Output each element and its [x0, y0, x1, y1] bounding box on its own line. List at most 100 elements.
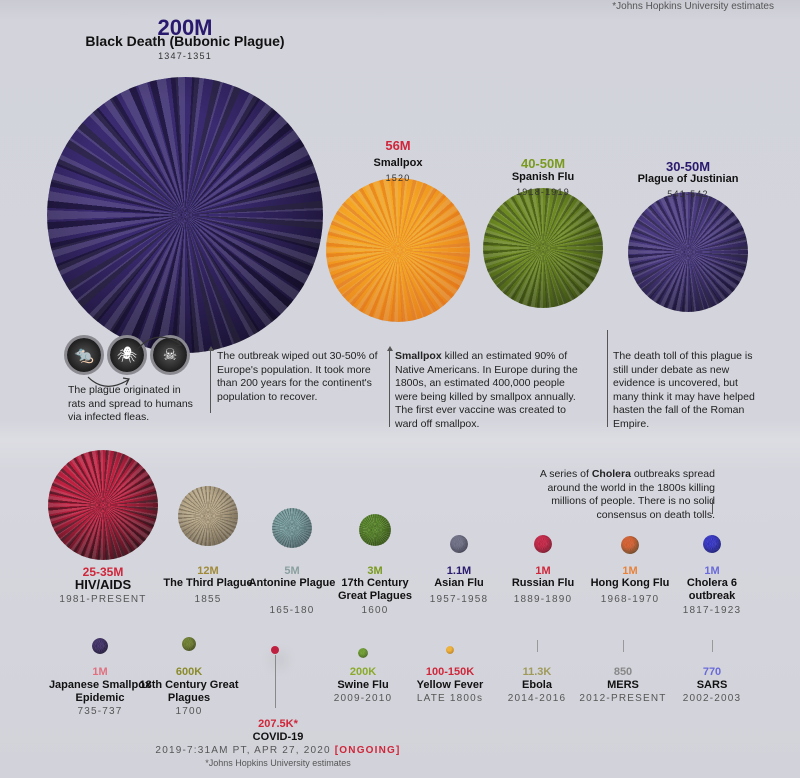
value: 3M: [367, 565, 383, 577]
name: Plague of Justinian: [637, 173, 739, 185]
value: 1M: [92, 666, 108, 678]
years: 2014-2016: [507, 693, 567, 704]
rat-icon: 🐀: [67, 338, 101, 372]
note-black-death: The outbreak wiped out 30-50% of Europe'…: [217, 350, 378, 403]
value: 600K: [175, 666, 203, 678]
value: 11.3K: [522, 666, 552, 678]
note-smallpox: Smallpox killed an estimated 90% of Nati…: [395, 350, 580, 431]
name: Hong Kong Flu: [590, 577, 670, 589]
arrow-up-icon: [207, 346, 214, 351]
bubble: [446, 646, 454, 654]
tick-line: [712, 640, 713, 652]
name: Russian Flu: [511, 577, 575, 589]
years: 1855: [194, 594, 222, 605]
bubble-spikes: [359, 514, 391, 546]
bubble: [92, 638, 108, 654]
name: Japanese Smallpox Epidemic: [48, 679, 152, 704]
value: 5M: [284, 565, 300, 577]
name: The Third Plague: [163, 577, 253, 589]
tick-line: [537, 640, 538, 652]
name: Ebola: [522, 679, 552, 691]
value: 850: [613, 666, 633, 678]
years: 735-737: [77, 706, 123, 717]
value: 30-50M: [665, 159, 711, 174]
covid-line: [275, 655, 276, 708]
bubble: [450, 535, 468, 553]
covid-bubble: [271, 646, 279, 654]
name: Yellow Fever: [416, 679, 484, 691]
name: 18th Century Great Plagues: [139, 679, 239, 704]
value: 1.1M: [446, 565, 472, 577]
tick-line: [623, 640, 624, 652]
name: Black Death (Bubonic Plague): [85, 33, 285, 49]
footnote-bottom: *Johns Hopkins University estimates: [205, 758, 351, 768]
value: 200K: [349, 666, 377, 678]
bubble-spikes: [48, 450, 158, 560]
bubble-major-spikes: [326, 178, 470, 322]
years: 1918-1919: [516, 187, 570, 197]
note-justinian: The death toll of this plague is still u…: [613, 350, 755, 430]
years: 1889-1890: [513, 594, 573, 605]
divider: [389, 350, 390, 427]
note-black-death-origin: The plague originated in rats and spread…: [68, 384, 193, 423]
years: 1520: [385, 173, 411, 183]
years: 2009-2010: [333, 693, 393, 704]
years: 541-542: [667, 189, 709, 199]
divider: [712, 500, 713, 514]
years: 1968-1970: [600, 594, 660, 605]
skull-icon: ☠: [153, 338, 187, 372]
divider: [210, 350, 211, 413]
bubble-major-spikes: [628, 192, 748, 312]
years: 1817-1923: [682, 605, 742, 616]
covid-name: COVID-19: [252, 731, 304, 743]
note-smallpox-text: killed an estimated 90% of Native Americ…: [395, 350, 578, 430]
years: 1600: [361, 605, 389, 616]
value: 770: [702, 666, 722, 678]
bubble-major-spikes: [483, 188, 603, 308]
note-cholera: A series of Cholera outbreaks spread aro…: [539, 468, 715, 521]
years: 1700: [175, 706, 203, 717]
bubble-spikes: [178, 486, 238, 546]
name: Asian Flu: [434, 577, 484, 589]
value: 200M: [157, 15, 213, 40]
years: 1347-1351: [158, 51, 212, 61]
years: 1981-PRESENT: [59, 594, 147, 605]
cycle-arrows: [87, 336, 183, 387]
years: LATE 1800s: [416, 693, 484, 704]
covid-value: 207.5K*: [258, 718, 298, 730]
footnote-top: *Johns Hopkins University estimates: [612, 1, 774, 12]
name: Antonine Plague: [248, 577, 336, 589]
value: 40-50M: [520, 156, 566, 171]
divider: [607, 330, 608, 427]
value: 25-35M: [82, 565, 124, 579]
bubble-spikes: [272, 508, 312, 548]
years: 165-180: [269, 605, 315, 616]
value: 1M: [704, 565, 720, 577]
bubble: [703, 535, 721, 553]
bubble-major-spikes: [47, 77, 323, 353]
years: 1957-1958: [429, 594, 489, 605]
bubble: [182, 637, 196, 651]
name: SARS: [696, 679, 728, 691]
bubble: [534, 535, 552, 553]
name: HIV/AIDS: [74, 577, 132, 592]
value: 100-150K: [425, 666, 475, 678]
note-smallpox-bold: Smallpox: [395, 350, 442, 362]
value: 1M: [622, 565, 638, 577]
bubble: [358, 648, 368, 658]
name: Cholera 6 outbreak: [686, 577, 738, 602]
name: Spanish Flu: [511, 171, 575, 183]
years: 2012-PRESENT: [579, 693, 667, 704]
value: 12M: [197, 565, 219, 577]
covid-status: [ONGOING]: [334, 745, 401, 756]
value: 56M: [385, 138, 411, 153]
years: 2002-2003: [682, 693, 742, 704]
name: 17th Century Great Plagues: [338, 577, 412, 602]
name: MERS: [607, 679, 639, 691]
name: Smallpox: [373, 157, 423, 169]
arrow-up-icon: [386, 346, 393, 351]
name: Swine Flu: [337, 679, 389, 691]
bubble: [621, 536, 639, 554]
covid-years: 2019-7:31AM PT, APR 27, 2020 [ONGOING]: [155, 745, 401, 756]
flea-icon: 🕷: [110, 338, 144, 372]
